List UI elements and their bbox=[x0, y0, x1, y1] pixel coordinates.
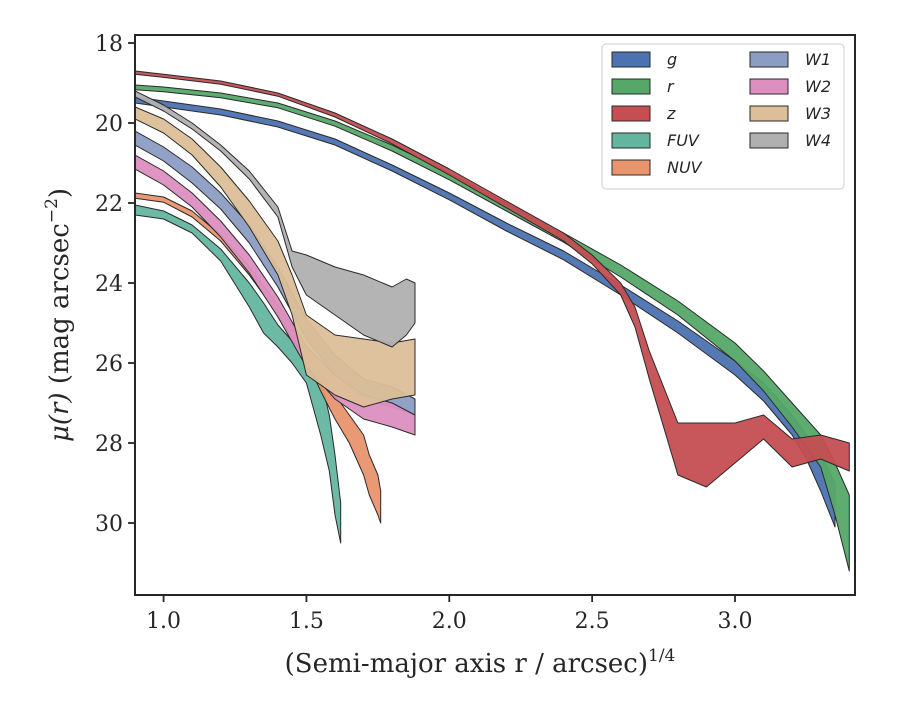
y-tick-label: 30 bbox=[95, 512, 123, 537]
ticks-layer: 1.0 1.5 2.0 2.5 3.0 18 20 22 24 26 28 30 bbox=[95, 32, 753, 634]
series-band-g bbox=[135, 96, 836, 528]
legend-label-fuv: FUV bbox=[667, 131, 700, 150]
y-tick-label: 28 bbox=[95, 432, 123, 457]
y-tick-label: 24 bbox=[95, 272, 123, 297]
legend-swatch-w4 bbox=[749, 132, 789, 149]
x-tick-label: 1.5 bbox=[289, 609, 324, 634]
x-tick-label: 2.5 bbox=[575, 609, 610, 634]
x-tick-label: 3.0 bbox=[718, 609, 753, 634]
x-axis-title: (Semi-major axis r / arcsec)1/4 bbox=[285, 646, 676, 679]
series-band-fuv bbox=[135, 204, 342, 544]
series-band-w2 bbox=[135, 154, 416, 436]
y-tick-label: 20 bbox=[95, 112, 123, 137]
legend-swatch-nuv bbox=[611, 159, 651, 176]
legend-swatch-w3 bbox=[749, 105, 789, 122]
legend-swatch-r bbox=[611, 78, 651, 95]
legend-label-r: r bbox=[667, 77, 675, 96]
legend-label-w1: W1 bbox=[805, 50, 831, 69]
plot-frame bbox=[134, 34, 856, 596]
legend-label-w3: W3 bbox=[805, 104, 831, 123]
legend-swatch-fuv bbox=[611, 132, 651, 149]
legend-label-w2: W2 bbox=[805, 77, 831, 96]
series-band-w4 bbox=[135, 90, 416, 348]
series-band-w3 bbox=[135, 106, 416, 408]
series-layer bbox=[135, 70, 850, 572]
legend-label-g: g bbox=[667, 50, 677, 69]
legend-label-nuv: NUV bbox=[667, 158, 703, 177]
legend-swatch-w2 bbox=[749, 78, 789, 95]
legend: grz FUV NUV W1 W2 W3 W4 bbox=[601, 43, 845, 190]
x-tick-label: 1.0 bbox=[146, 609, 181, 634]
legend-label-z: z bbox=[666, 104, 676, 123]
y-axis-title: μ(r) (mag arcsec−2) bbox=[42, 188, 75, 442]
legend-swatch-g bbox=[611, 51, 651, 68]
y-tick-label: 26 bbox=[95, 352, 123, 377]
legend-swatch-w1 bbox=[749, 51, 789, 68]
y-tick-label: 18 bbox=[95, 32, 123, 57]
legend-swatch-z bbox=[611, 105, 651, 122]
x-tick-label: 2.0 bbox=[432, 609, 467, 634]
y-tick-label: 22 bbox=[95, 192, 123, 217]
series-band-z bbox=[135, 70, 850, 488]
legend-label-w4: W4 bbox=[805, 131, 831, 150]
